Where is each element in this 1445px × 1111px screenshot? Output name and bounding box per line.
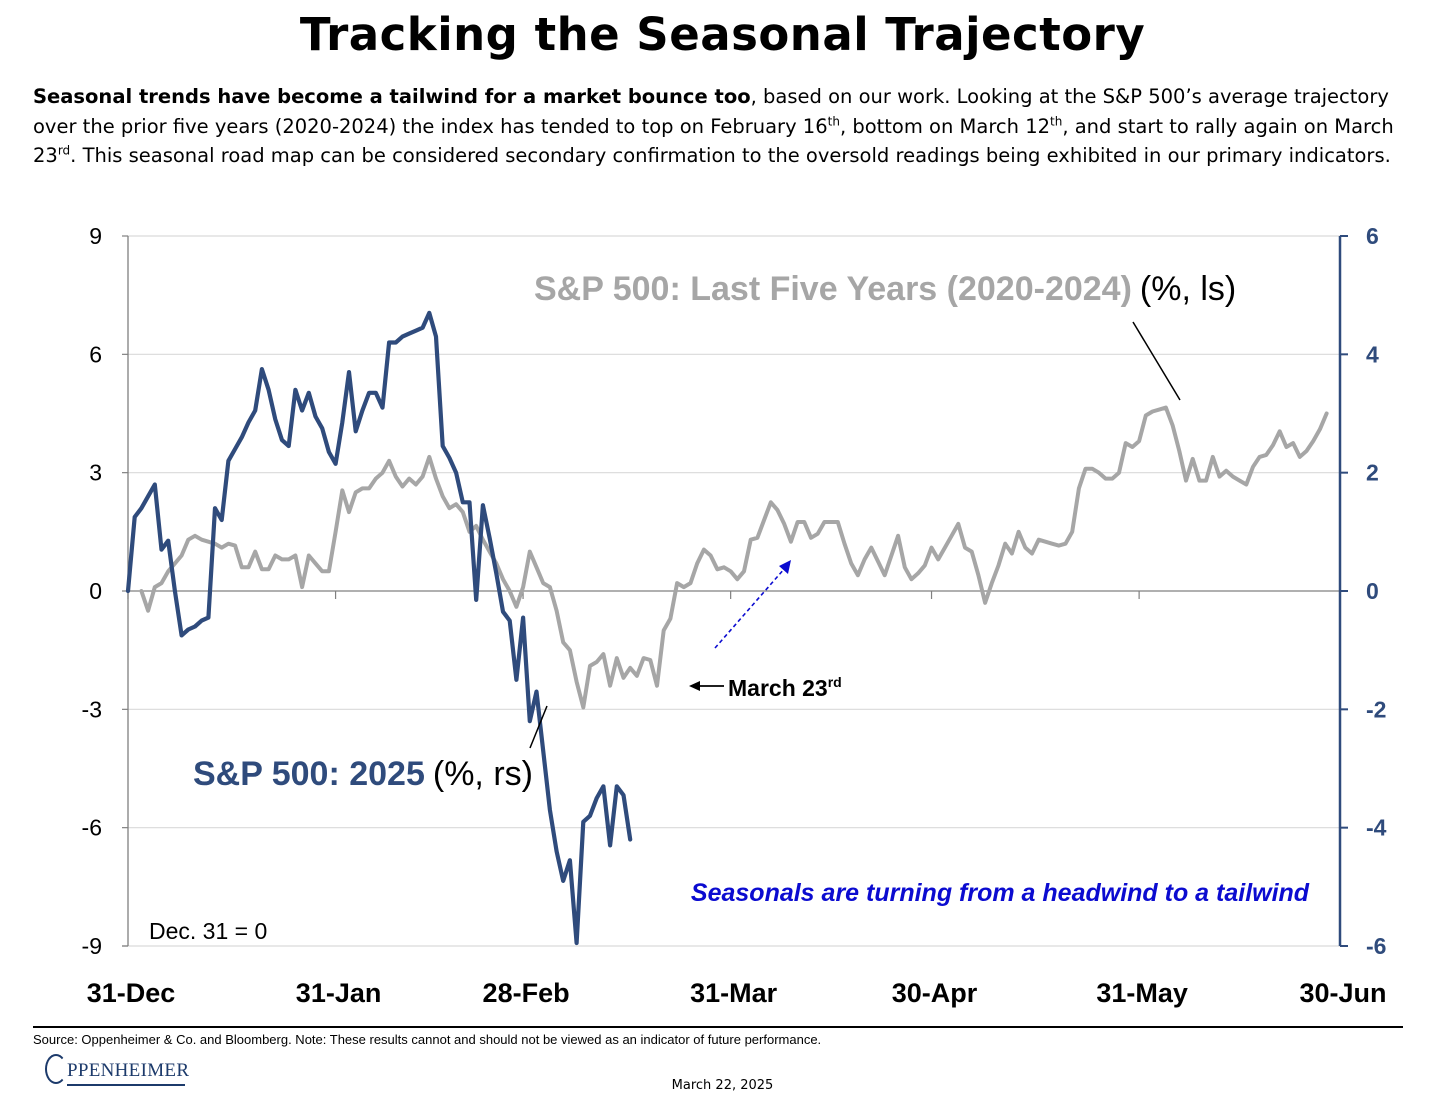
left-tick-label: 0	[89, 578, 102, 604]
intro-sup1: th	[827, 114, 840, 128]
intro-paragraph: Seasonal trends have become a tailwind f…	[33, 82, 1418, 171]
rally-dashed-arrow	[714, 567, 786, 649]
intro-sup2: th	[1050, 114, 1063, 128]
x-tick-label: 31-Mar	[690, 978, 778, 1008]
seasonal-chart: 9 6 3 0 -3 -6 -9 6 4 2 0 -2 -4 -6 31-Dec 31-Jan 28-Feb 31…	[82, 223, 1387, 1008]
x-tick-label: 31-Jan	[296, 978, 382, 1008]
logo-text: PPENHEIMER	[67, 1060, 190, 1081]
march-label: March 23rd	[728, 674, 842, 701]
x-tick-label: 28-Feb	[483, 978, 570, 1008]
blue-series-line	[125, 310, 633, 946]
gray-series-label-main: S&P 500: Last Five Years (2020-2024)	[534, 270, 1132, 308]
baseline-note: Dec. 31 = 0	[149, 918, 267, 944]
march-arrow-head	[689, 681, 700, 691]
logo-o-mark	[45, 1054, 67, 1084]
left-tick-label: -3	[82, 696, 102, 722]
gray-label-pointer	[1132, 321, 1181, 401]
gray-series-line	[139, 405, 1329, 710]
right-tick-label: 6	[1366, 223, 1379, 249]
x-tick-label: 30-Jun	[1299, 978, 1386, 1008]
page-title: Tracking the Seasonal Trajectory	[299, 8, 1146, 61]
blue-label-pointer	[529, 705, 548, 749]
series-layer	[125, 310, 1329, 946]
right-tick-label: -4	[1366, 815, 1387, 841]
x-tick-label: 30-Apr	[892, 978, 978, 1008]
intro-part4: . This seasonal road map can be consider…	[70, 144, 1391, 167]
report-date: March 22, 2025	[671, 1078, 774, 1093]
left-tick-label: 3	[89, 460, 102, 486]
grid-layer	[128, 235, 1340, 947]
seasonal-note: Seasonals are turning from a headwind to…	[691, 879, 1310, 907]
march-label-sup: rd	[828, 674, 842, 690]
axes-layer: 9 6 3 0 -3 -6 -9 6 4 2 0 -2 -4 -6 31-Dec 31-Jan 28-Feb 31…	[82, 223, 1387, 1008]
x-tick-label: 31-Dec	[87, 978, 176, 1008]
blue-series-label-unit: (%, rs)	[433, 755, 533, 793]
intro-sup3: rd	[57, 143, 71, 158]
intro-part1: , based on our work. Looking at the S&P …	[33, 85, 1389, 138]
right-tick-label: -6	[1366, 933, 1386, 959]
rally-arrow-head	[779, 560, 791, 574]
left-tick-label: -9	[82, 933, 102, 959]
right-tick-label: 4	[1366, 341, 1379, 367]
blue-series-label-main: S&P 500: 2025	[193, 755, 425, 793]
left-tick-label: -6	[82, 815, 102, 841]
footer-rule	[33, 1026, 1403, 1028]
right-tick-label: 2	[1366, 460, 1379, 486]
intro-bold: Seasonal trends have become a tailwind f…	[33, 85, 751, 108]
x-tick-label: 31-May	[1096, 978, 1188, 1008]
march-label-main: March 23	[728, 675, 828, 701]
logo-underline	[67, 1084, 185, 1086]
blue-series-label: S&P 500: 2025 (%, rs)	[193, 755, 533, 793]
right-tick-label: 0	[1366, 578, 1379, 604]
oppenheimer-logo: PPENHEIMER	[45, 1052, 195, 1088]
source-note: Source: Oppenheimer & Co. and Bloomberg.…	[33, 1032, 822, 1047]
intro-part2: , bottom on March 12	[839, 114, 1051, 138]
gray-series-label: S&P 500: Last Five Years (2020-2024) (%, …	[534, 270, 1236, 308]
left-tick-label: 9	[89, 223, 102, 249]
gray-series-label-unit: (%, ls)	[1140, 270, 1236, 308]
right-tick-label: -2	[1366, 696, 1386, 722]
intro-part3: , and start to rally again on March 23	[33, 114, 1394, 168]
left-tick-label: 6	[89, 341, 102, 367]
